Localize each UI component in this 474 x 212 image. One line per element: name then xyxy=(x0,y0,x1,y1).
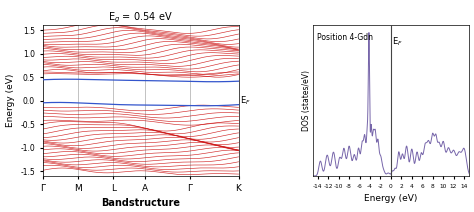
X-axis label: Energy (eV): Energy (eV) xyxy=(364,194,418,203)
Y-axis label: Energy (eV): Energy (eV) xyxy=(6,74,15,127)
Text: E$_F$: E$_F$ xyxy=(240,95,251,107)
Text: E$_F$: E$_F$ xyxy=(392,36,402,49)
Title: E$_g$ = 0.54 eV: E$_g$ = 0.54 eV xyxy=(108,11,173,25)
X-axis label: Bandstructure: Bandstructure xyxy=(101,198,180,208)
Text: Position 4-Gdn: Position 4-Gdn xyxy=(317,33,373,42)
Y-axis label: DOS (states/eV): DOS (states/eV) xyxy=(302,70,311,131)
